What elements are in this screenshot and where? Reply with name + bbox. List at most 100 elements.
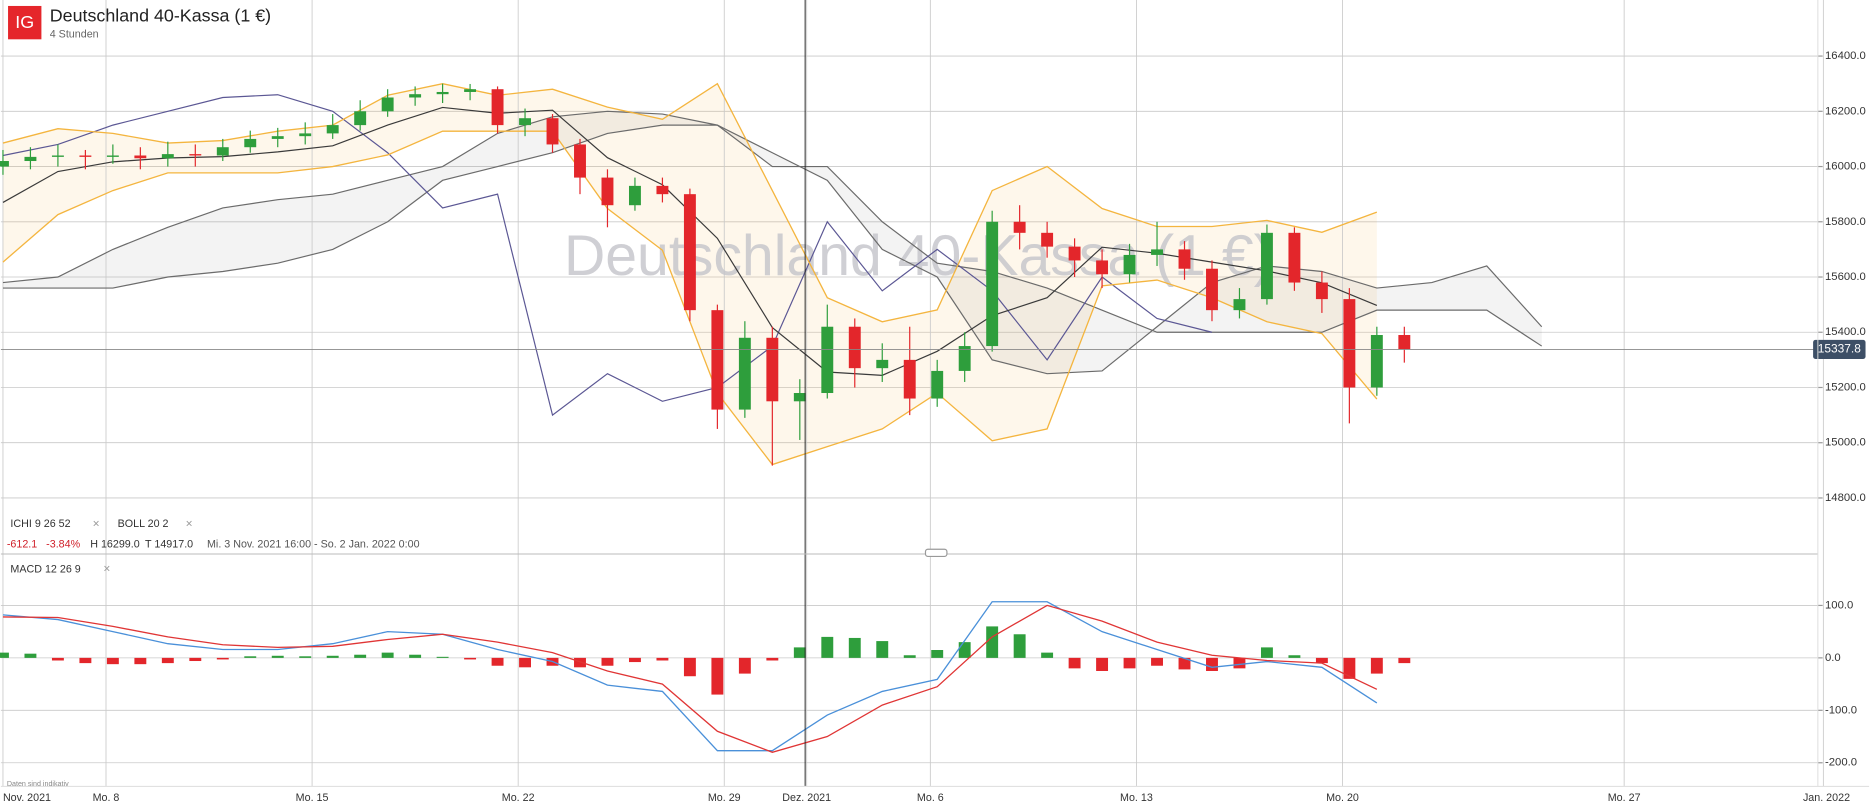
histogram-bar — [711, 657, 724, 695]
remove-icon[interactable]: × — [103, 562, 110, 576]
last-price-box — [1813, 339, 1866, 359]
candle-body — [1398, 335, 1411, 350]
pane-handle[interactable] — [924, 548, 948, 558]
candle-body — [1206, 268, 1218, 311]
y-tick-label: 16000.0 — [1825, 161, 1866, 173]
x-tick-label: Mo. 20 — [1326, 792, 1359, 804]
histogram-bar — [821, 636, 834, 658]
y-tick-label: 15400.0 — [1825, 326, 1866, 338]
histogram-bar — [491, 657, 504, 666]
ichimoku-cloud — [2, 111, 1542, 374]
change: -612.1 — [7, 538, 37, 550]
candle-body — [1288, 232, 1301, 283]
indicator-label: BOLL 20 2 — [118, 518, 169, 530]
histogram-bar — [134, 657, 147, 665]
remove-icon[interactable]: × — [186, 516, 193, 530]
candle-body — [986, 221, 999, 347]
change-percent: -3.84% — [46, 538, 80, 550]
histogram-bar — [189, 657, 202, 662]
macd-line — [2, 601, 1378, 752]
histogram-bar — [738, 657, 751, 674]
data-layer: 14800.0 15000.0 15200.0 15400.0 15600.0 15800… — [0, 50, 1866, 804]
histogram-bar — [79, 657, 92, 664]
candle-body — [1178, 249, 1191, 269]
footnote: Daten sind indikativ — [7, 780, 69, 788]
title: Deutschland 40-Kassa (1 €) — [50, 5, 271, 25]
histogram-bar — [1068, 657, 1081, 669]
histogram-bar — [793, 647, 806, 658]
histogram-bar — [464, 657, 477, 660]
indicator-label: MACD 12 26 9 — [10, 563, 80, 575]
logo — [8, 5, 42, 40]
histogram-bar — [1398, 657, 1411, 664]
y-tick-label: -200.0 — [1825, 757, 1857, 769]
candle-body — [1041, 232, 1054, 247]
candle-body — [1068, 246, 1081, 261]
x-tick-label: Nov. 2021 — [3, 792, 51, 804]
y-tick-label: -100.0 — [1825, 704, 1857, 716]
candle-body — [271, 136, 284, 139]
lagging-span — [2, 94, 1213, 417]
candle-body — [134, 155, 147, 159]
histogram-bar — [354, 654, 367, 658]
histogram-bar — [106, 657, 119, 665]
candle-body — [161, 154, 174, 159]
histogram-bar — [1370, 657, 1383, 674]
y-tick-label: 15000.0 — [1825, 437, 1866, 449]
low: T 14917.0 — [145, 538, 193, 550]
histogram-bar — [1343, 657, 1356, 679]
candle-body — [244, 138, 257, 148]
histogram-bar — [1123, 657, 1136, 669]
histogram-bar — [299, 656, 312, 658]
bollinger-lower — [2, 130, 1378, 466]
y-tick-label: 0.0 — [1825, 652, 1841, 664]
range: Mi. 3 Nov. 2021 16:00 - So. 2 Jan. 2022 … — [207, 538, 420, 550]
histogram-bar — [766, 657, 779, 661]
watermark: Deutschland 40-Kassa (1 €) — [564, 224, 1273, 288]
candle-body — [1343, 299, 1356, 388]
histogram-bar — [271, 655, 284, 658]
x-tick-label: Mo. 6 — [917, 792, 944, 804]
candle-body — [79, 155, 92, 157]
x-tick-label: Mo. 13 — [1120, 792, 1153, 804]
candle-body — [931, 370, 944, 399]
remove-icon[interactable]: × — [93, 516, 100, 530]
candle-body — [1151, 249, 1163, 255]
histogram-bar — [24, 653, 37, 658]
candle-body — [574, 144, 586, 178]
x-tick-label: Mo. 27 — [1608, 792, 1641, 804]
histogram-bar — [656, 657, 669, 661]
candle-body — [106, 155, 119, 157]
histogram-bar — [958, 642, 971, 658]
histogram-bar — [409, 654, 422, 658]
candle-body — [848, 326, 861, 369]
x-tick-label: Mo. 29 — [708, 792, 741, 804]
x-tick-label: Jan. 2022 — [1803, 792, 1850, 804]
candle-body — [601, 177, 614, 206]
histogram-bar — [244, 656, 257, 658]
histogram-bar — [1013, 634, 1026, 658]
span-b — [2, 124, 1543, 347]
span-a — [2, 110, 1543, 375]
high: H 16299.0 — [90, 538, 140, 550]
candle-body — [354, 111, 367, 126]
candle-body — [1123, 254, 1136, 275]
histogram-bar — [0, 652, 9, 658]
histogram-bar — [381, 652, 394, 658]
histogram-bar — [51, 657, 64, 661]
histogram-bar — [1041, 652, 1054, 658]
candle-body — [546, 118, 559, 145]
logo-text: IG — [15, 12, 34, 32]
bollinger-upper — [2, 82, 1378, 323]
candle-body — [436, 91, 449, 95]
candle-body — [1233, 299, 1246, 311]
candle-body — [1370, 335, 1383, 388]
histogram-bar — [436, 656, 449, 658]
candle-body — [381, 97, 394, 112]
signal-line — [2, 604, 1378, 753]
histogram-bar — [848, 637, 861, 658]
candle-body — [793, 393, 806, 402]
indicator-label: ICHI 9 26 52 — [10, 518, 70, 530]
histogram-bar — [216, 657, 229, 660]
